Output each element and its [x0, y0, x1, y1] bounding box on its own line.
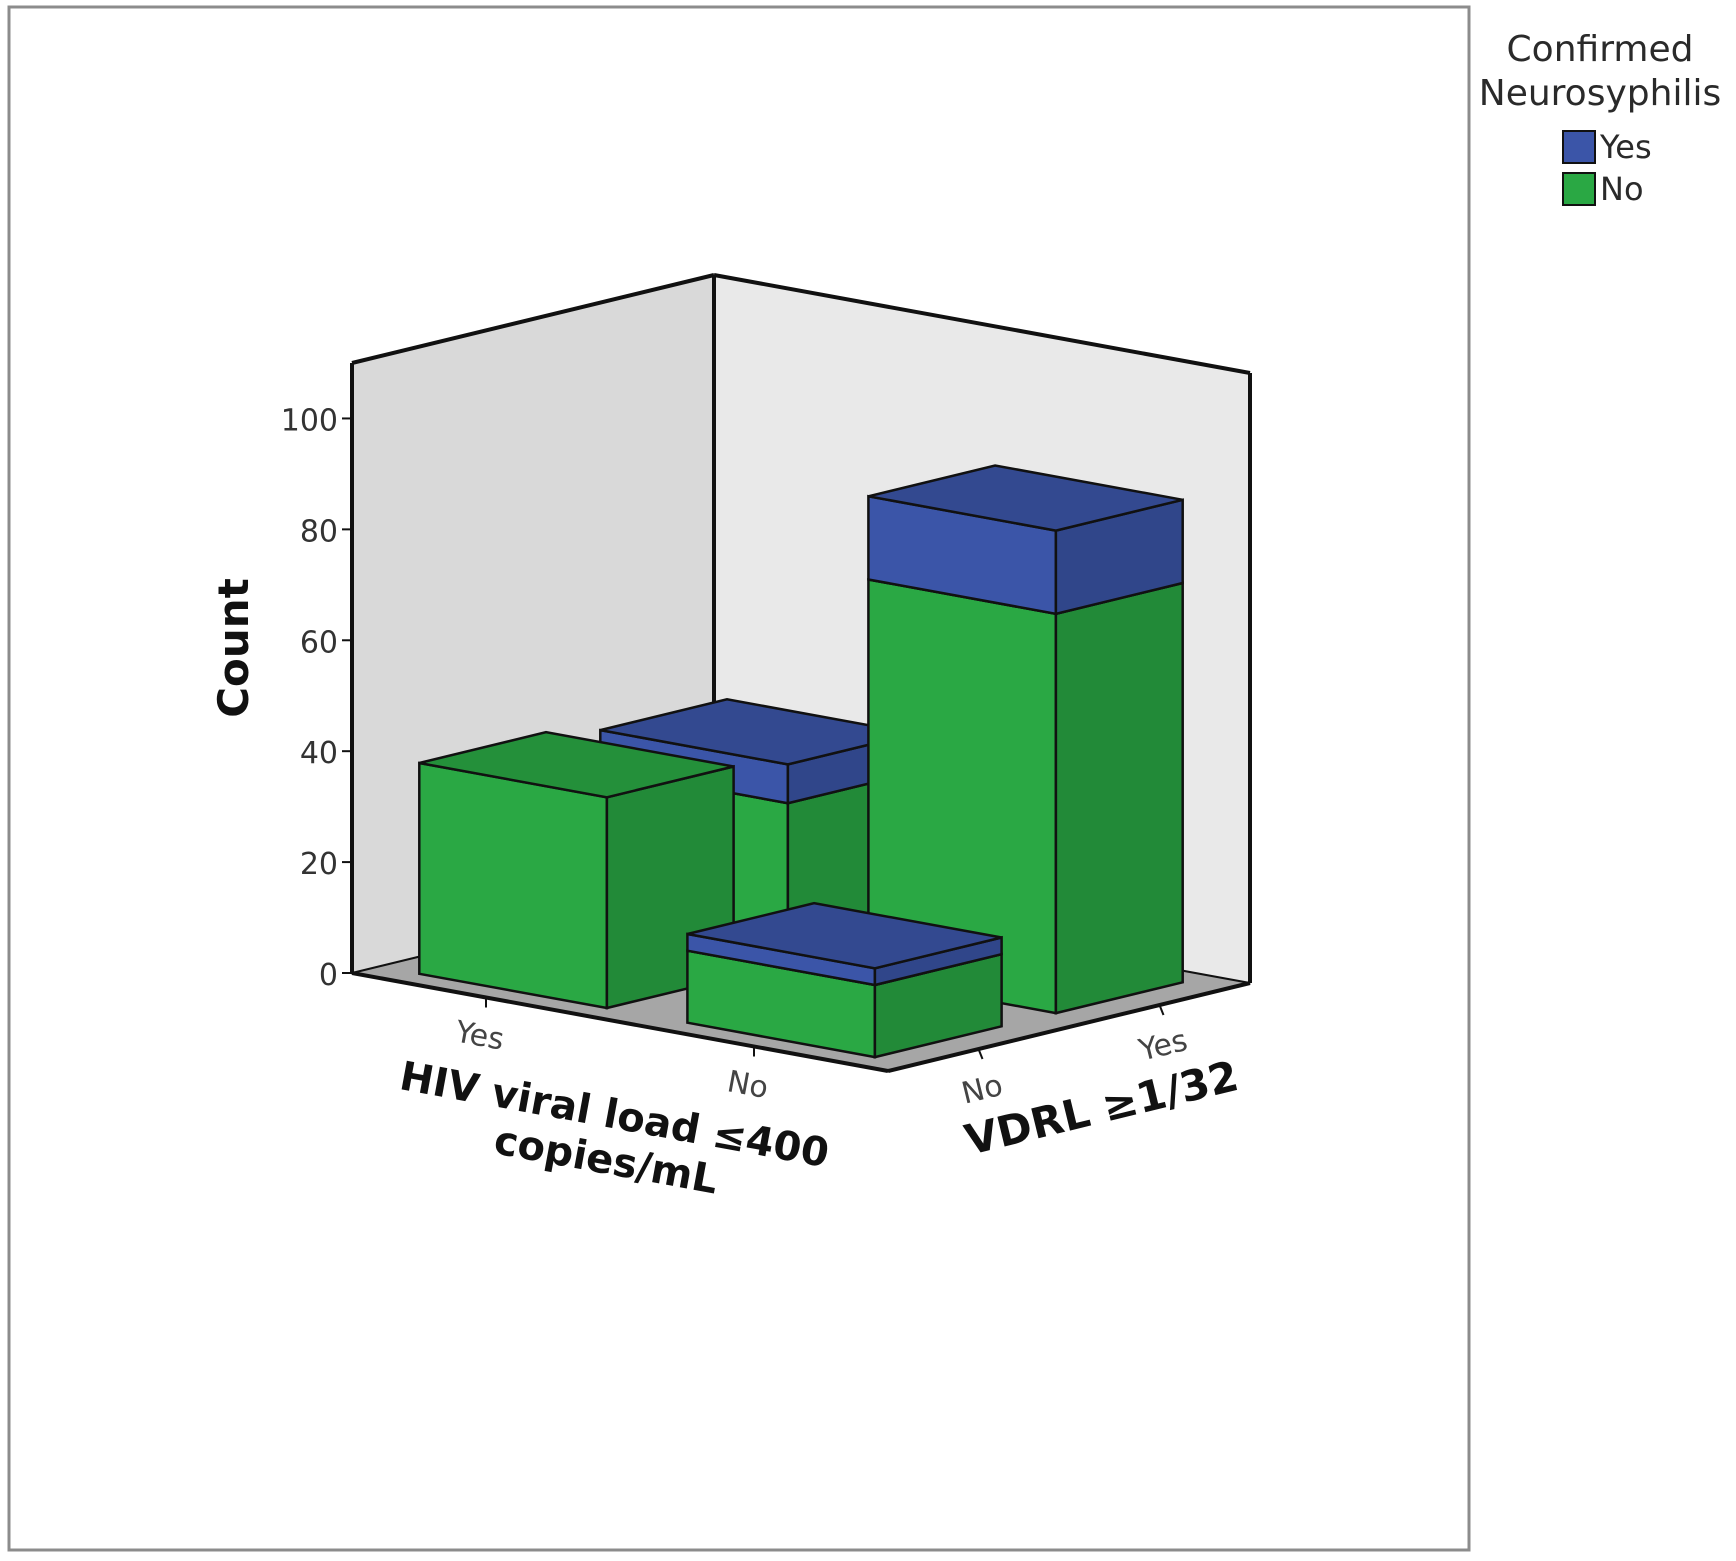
y-tick-label: 100	[281, 403, 338, 438]
wall-edge	[351, 971, 889, 1073]
bar-top-face	[868, 464, 1183, 532]
legend-title: Confirmed Neurosyphilis	[1478, 29, 1722, 114]
legend-label: No	[1600, 170, 1644, 208]
legend-swatch	[1562, 172, 1596, 206]
legend: Confirmed Neurosyphilis Yes No	[1470, 28, 1730, 210]
bar-segment-no	[418, 730, 735, 1010]
bar-segment-yes	[686, 901, 1003, 987]
bar-front-face	[418, 761, 609, 1010]
wall-edge	[351, 273, 715, 365]
bar-segment-no	[867, 547, 1184, 1015]
bar-segment-yes	[867, 464, 1184, 616]
y-axis-title: Count	[209, 578, 258, 718]
y-tick-label: 80	[300, 514, 338, 549]
z-tick-mark	[977, 1048, 984, 1060]
y-tick-label: 20	[300, 847, 338, 882]
wall-edge	[713, 273, 1251, 375]
z-tick-mark	[1158, 1004, 1165, 1016]
legend-label: Yes	[1600, 128, 1652, 166]
bar-side-face	[1054, 581, 1184, 1015]
y-tick-label: 40	[300, 736, 338, 771]
legend-swatch	[1562, 130, 1596, 164]
legend-item-yes: Yes	[1562, 126, 1730, 168]
wall-edge	[887, 981, 1251, 1073]
bar-top-face	[687, 901, 1002, 970]
legend-item-no: No	[1562, 168, 1730, 210]
y-tick-label: 60	[300, 625, 338, 660]
legend-items: Yes No	[1562, 126, 1730, 210]
y-tick-label: 0	[319, 958, 338, 993]
chart-bars	[418, 464, 1184, 1059]
x-tick-label: No	[724, 1064, 770, 1106]
bar-top-face	[419, 730, 734, 799]
